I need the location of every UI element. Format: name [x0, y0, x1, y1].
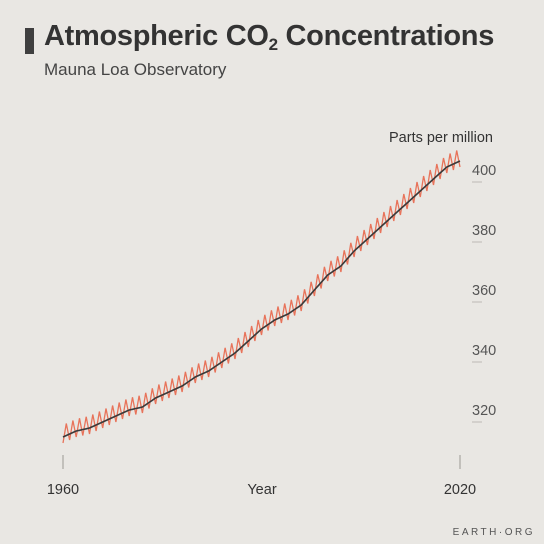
y-tick-label: 320: [472, 403, 496, 419]
page-title: Atmospheric CO2 Concentrations: [44, 20, 494, 53]
title-subscript: 2: [268, 35, 278, 54]
y-tick-label: 380: [472, 223, 496, 239]
y-axis-label: Parts per million: [389, 130, 493, 146]
series-monthly-line: [62, 150, 461, 444]
y-tick-label: 360: [472, 283, 496, 299]
x-tick-label: 1960: [47, 482, 79, 498]
x-axis-title: Year: [247, 482, 276, 498]
series-trend-line: [62, 160, 461, 438]
x-axis: 1960 2020: [47, 455, 476, 498]
plot-area: [62, 150, 461, 444]
x-tick-label: 2020: [444, 482, 476, 498]
title-end: Concentrations: [277, 20, 495, 52]
y-tick-label: 400: [472, 163, 496, 179]
chart-subtitle: Mauna Loa Observatory: [44, 60, 227, 79]
brand-logo: EARTH·ORG: [452, 527, 535, 538]
y-axis: 320 340 360 380 400: [472, 163, 496, 423]
title-accent-bar: [25, 28, 34, 54]
title-main: Atmospheric CO: [44, 20, 269, 52]
y-tick-label: 340: [472, 343, 496, 359]
